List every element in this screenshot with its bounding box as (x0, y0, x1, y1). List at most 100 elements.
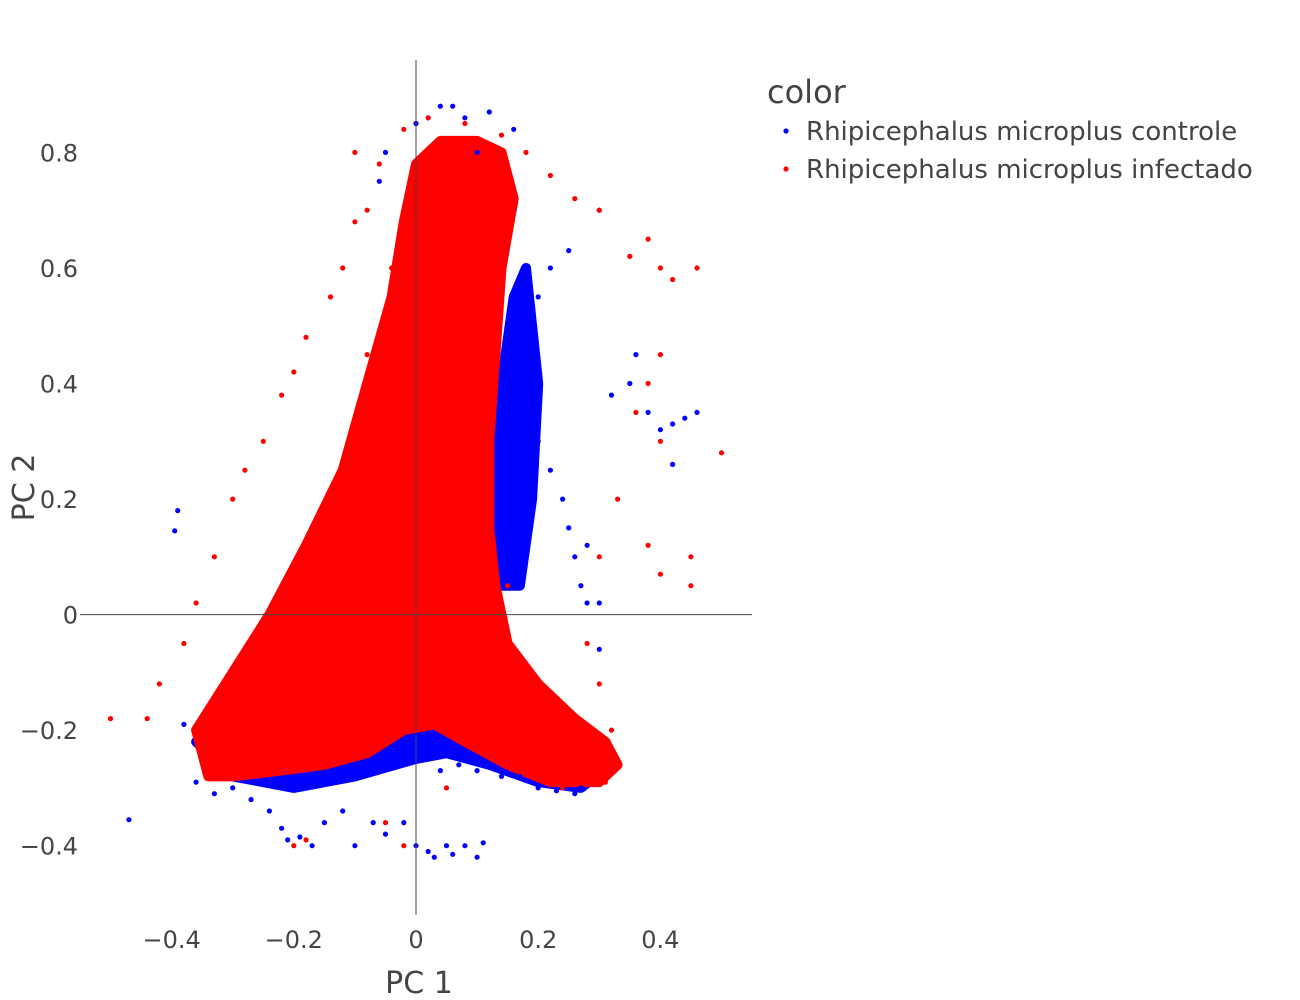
y-tick-label: −0.2 (20, 717, 78, 745)
y-tick-label: −0.4 (20, 833, 78, 861)
data-point (401, 438, 407, 444)
data-point (535, 785, 541, 791)
legend-item-1[interactable]: Rhipicephalus microplus infectado (783, 155, 1253, 185)
data-point (260, 438, 266, 444)
y-axis-title: PC 2 (7, 454, 42, 522)
data-point (193, 779, 199, 785)
data-point (596, 681, 602, 687)
data-point (401, 820, 407, 826)
data-point (608, 727, 615, 733)
data-point (266, 808, 272, 814)
data-point (230, 785, 236, 791)
data-point (535, 773, 541, 780)
data-point (205, 756, 211, 762)
data-point (144, 716, 150, 722)
data-point (279, 825, 285, 831)
data-point (462, 843, 468, 849)
y-tick-label: 0.4 (40, 371, 78, 399)
data-point (523, 149, 529, 155)
data-point (126, 817, 132, 823)
data-point (694, 409, 700, 415)
data-point (688, 583, 694, 589)
data-point (291, 369, 297, 375)
legend[interactable]: color Rhipicephalus microplus controleRh… (767, 73, 1253, 185)
data-point (657, 427, 664, 433)
data-point (596, 600, 602, 606)
data-point (303, 334, 309, 340)
data-point (456, 762, 462, 768)
data-point (523, 323, 529, 329)
data-point (425, 115, 431, 121)
data-point (297, 834, 303, 840)
data-point (633, 409, 639, 415)
data-point (615, 496, 621, 502)
data-point (670, 276, 676, 283)
data-point (596, 646, 602, 652)
x-tick-label: 0.2 (519, 926, 557, 954)
data-point (535, 727, 541, 733)
data-point (230, 496, 236, 502)
data-point (425, 848, 431, 855)
legend-items[interactable]: Rhipicephalus microplus controle Rhipicep… (783, 117, 1253, 185)
data-point (242, 467, 248, 473)
data-point (193, 727, 199, 733)
data-point (615, 762, 621, 768)
data-point (156, 681, 162, 687)
data-point (211, 791, 217, 797)
data-point (107, 716, 114, 722)
y-tick-label: 0.2 (40, 486, 78, 514)
data-point (352, 669, 358, 676)
data-point (505, 739, 511, 745)
data-point (321, 820, 327, 826)
legend-label: Rhipicephalus microplus infectado (806, 155, 1253, 185)
data-point (382, 149, 389, 155)
data-point (633, 352, 639, 358)
data-point (670, 421, 676, 427)
data-point (688, 554, 694, 560)
data-point (443, 323, 450, 329)
data-point (645, 542, 651, 548)
y-tick-label: 0 (63, 602, 78, 630)
data-point (364, 207, 370, 213)
data-point (340, 808, 346, 814)
series-0 (126, 103, 700, 860)
data-point (181, 721, 187, 728)
data-point (450, 851, 456, 857)
data-point (364, 352, 370, 358)
density-region-2 (191, 135, 623, 788)
data-point (376, 161, 382, 167)
data-point (321, 554, 327, 560)
data-point (437, 768, 443, 774)
data-point (584, 600, 590, 606)
data-point (578, 785, 584, 791)
data-point (474, 265, 480, 271)
x-tick-label: 0 (408, 926, 423, 954)
data-point (572, 791, 578, 797)
density-regions (191, 135, 623, 793)
data-point (572, 554, 578, 560)
data-point (291, 762, 297, 768)
data-point (352, 843, 358, 849)
data-point (584, 542, 590, 548)
data-point (309, 843, 315, 849)
legend-label: Rhipicephalus microplus controle (806, 117, 1237, 147)
data-point (535, 294, 541, 300)
data-point (584, 640, 590, 647)
legend-item-0[interactable]: Rhipicephalus microplus controle (783, 117, 1237, 147)
x-tick-label: −0.4 (142, 926, 200, 954)
data-point (645, 236, 651, 242)
legend-marker (783, 166, 789, 172)
data-point (389, 265, 395, 271)
data-point (694, 265, 700, 271)
data-point (230, 768, 236, 774)
data-point (670, 461, 676, 467)
data-point (627, 253, 633, 259)
data-point (547, 265, 554, 271)
data-point (553, 788, 560, 794)
data-point (370, 820, 376, 826)
legend-marker (783, 128, 789, 134)
data-point (535, 438, 541, 444)
data-point (547, 172, 554, 179)
data-point (602, 779, 609, 785)
